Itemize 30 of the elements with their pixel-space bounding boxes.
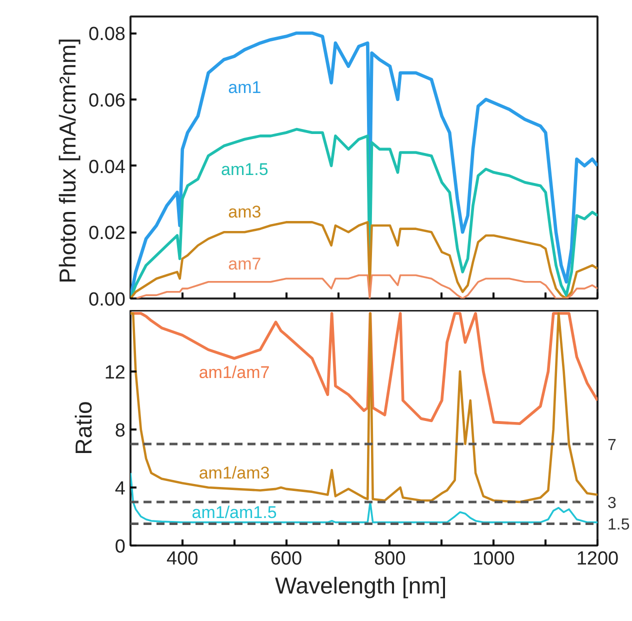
line-series [130,128,598,298]
x-tick-label: 1000 [472,548,515,570]
y-tick-label: 4 [114,478,126,500]
series-label: am1/am1.5 [192,502,277,522]
x-tick-label: 800 [374,548,406,570]
y-tick-label: 0.04 [88,156,126,178]
x-tick-label: 600 [270,548,302,570]
x-axis-title: Wavelength [nm] [274,572,447,598]
series-label: am3 [228,202,262,222]
ref-line-label: 1.5 [608,516,630,534]
series-label: am7 [228,254,262,274]
x-tick-label: 1200 [576,548,619,570]
series-label: am1/am3 [198,463,270,482]
ref-line-label: 7 [608,436,616,454]
line-series [130,312,598,504]
y-tick-label: 12 [104,362,126,384]
y-tick-label: 0.06 [88,90,126,112]
y-tick-label: 0.02 [88,223,126,244]
y-axis-title: Photon flux [mA/cm²nm] [54,38,81,284]
series-label: am1/am7 [198,362,270,382]
line-series [130,221,598,298]
x-tick-label: 400 [166,548,198,570]
y-tick-label: 0 [114,536,126,558]
series-label: am1.5 [221,160,268,179]
y-tick-label: 8 [114,420,126,442]
ref-line-label: 3 [608,494,616,512]
y-tick-label: 0.08 [88,24,126,46]
y-axis-title: Ratio [70,401,96,455]
series-label: am1 [228,78,262,98]
y-tick-label: 0.00 [88,290,126,310]
